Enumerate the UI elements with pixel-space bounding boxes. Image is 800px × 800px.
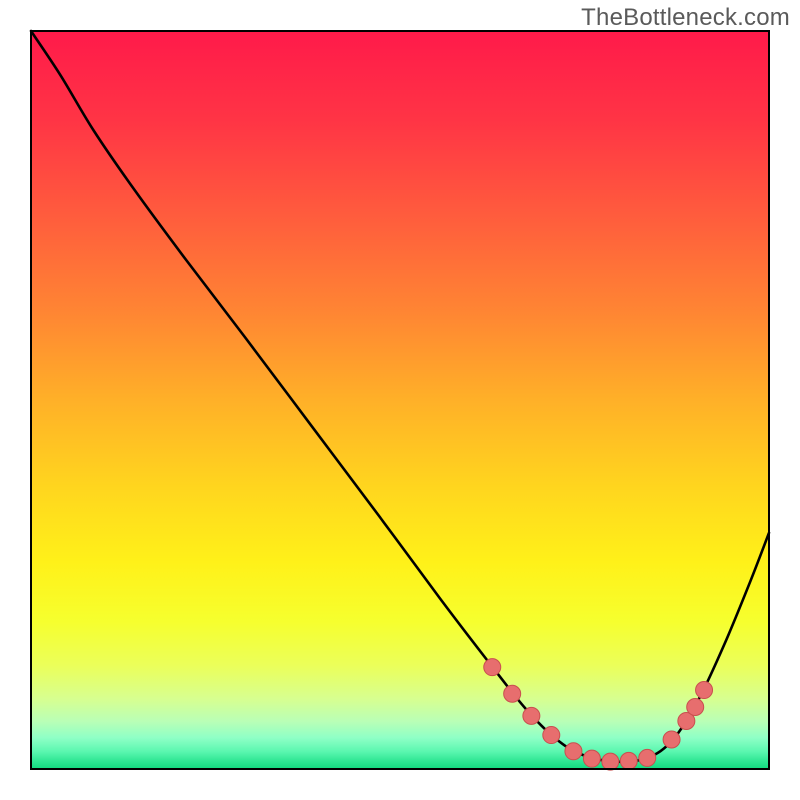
gradient-background <box>31 31 769 769</box>
curve-marker <box>639 749 656 766</box>
curve-marker <box>523 707 540 724</box>
curve-marker <box>543 727 560 744</box>
curve-marker <box>504 685 521 702</box>
curve-marker <box>620 752 637 769</box>
chart-svg <box>0 0 800 800</box>
curve-marker <box>687 699 704 716</box>
curve-marker <box>696 682 713 699</box>
curve-marker <box>484 659 501 676</box>
curve-marker <box>565 743 582 760</box>
bottleneck-chart: TheBottleneck.com <box>0 0 800 800</box>
curve-marker <box>583 750 600 767</box>
curve-marker <box>663 731 680 748</box>
curve-marker <box>602 753 619 770</box>
